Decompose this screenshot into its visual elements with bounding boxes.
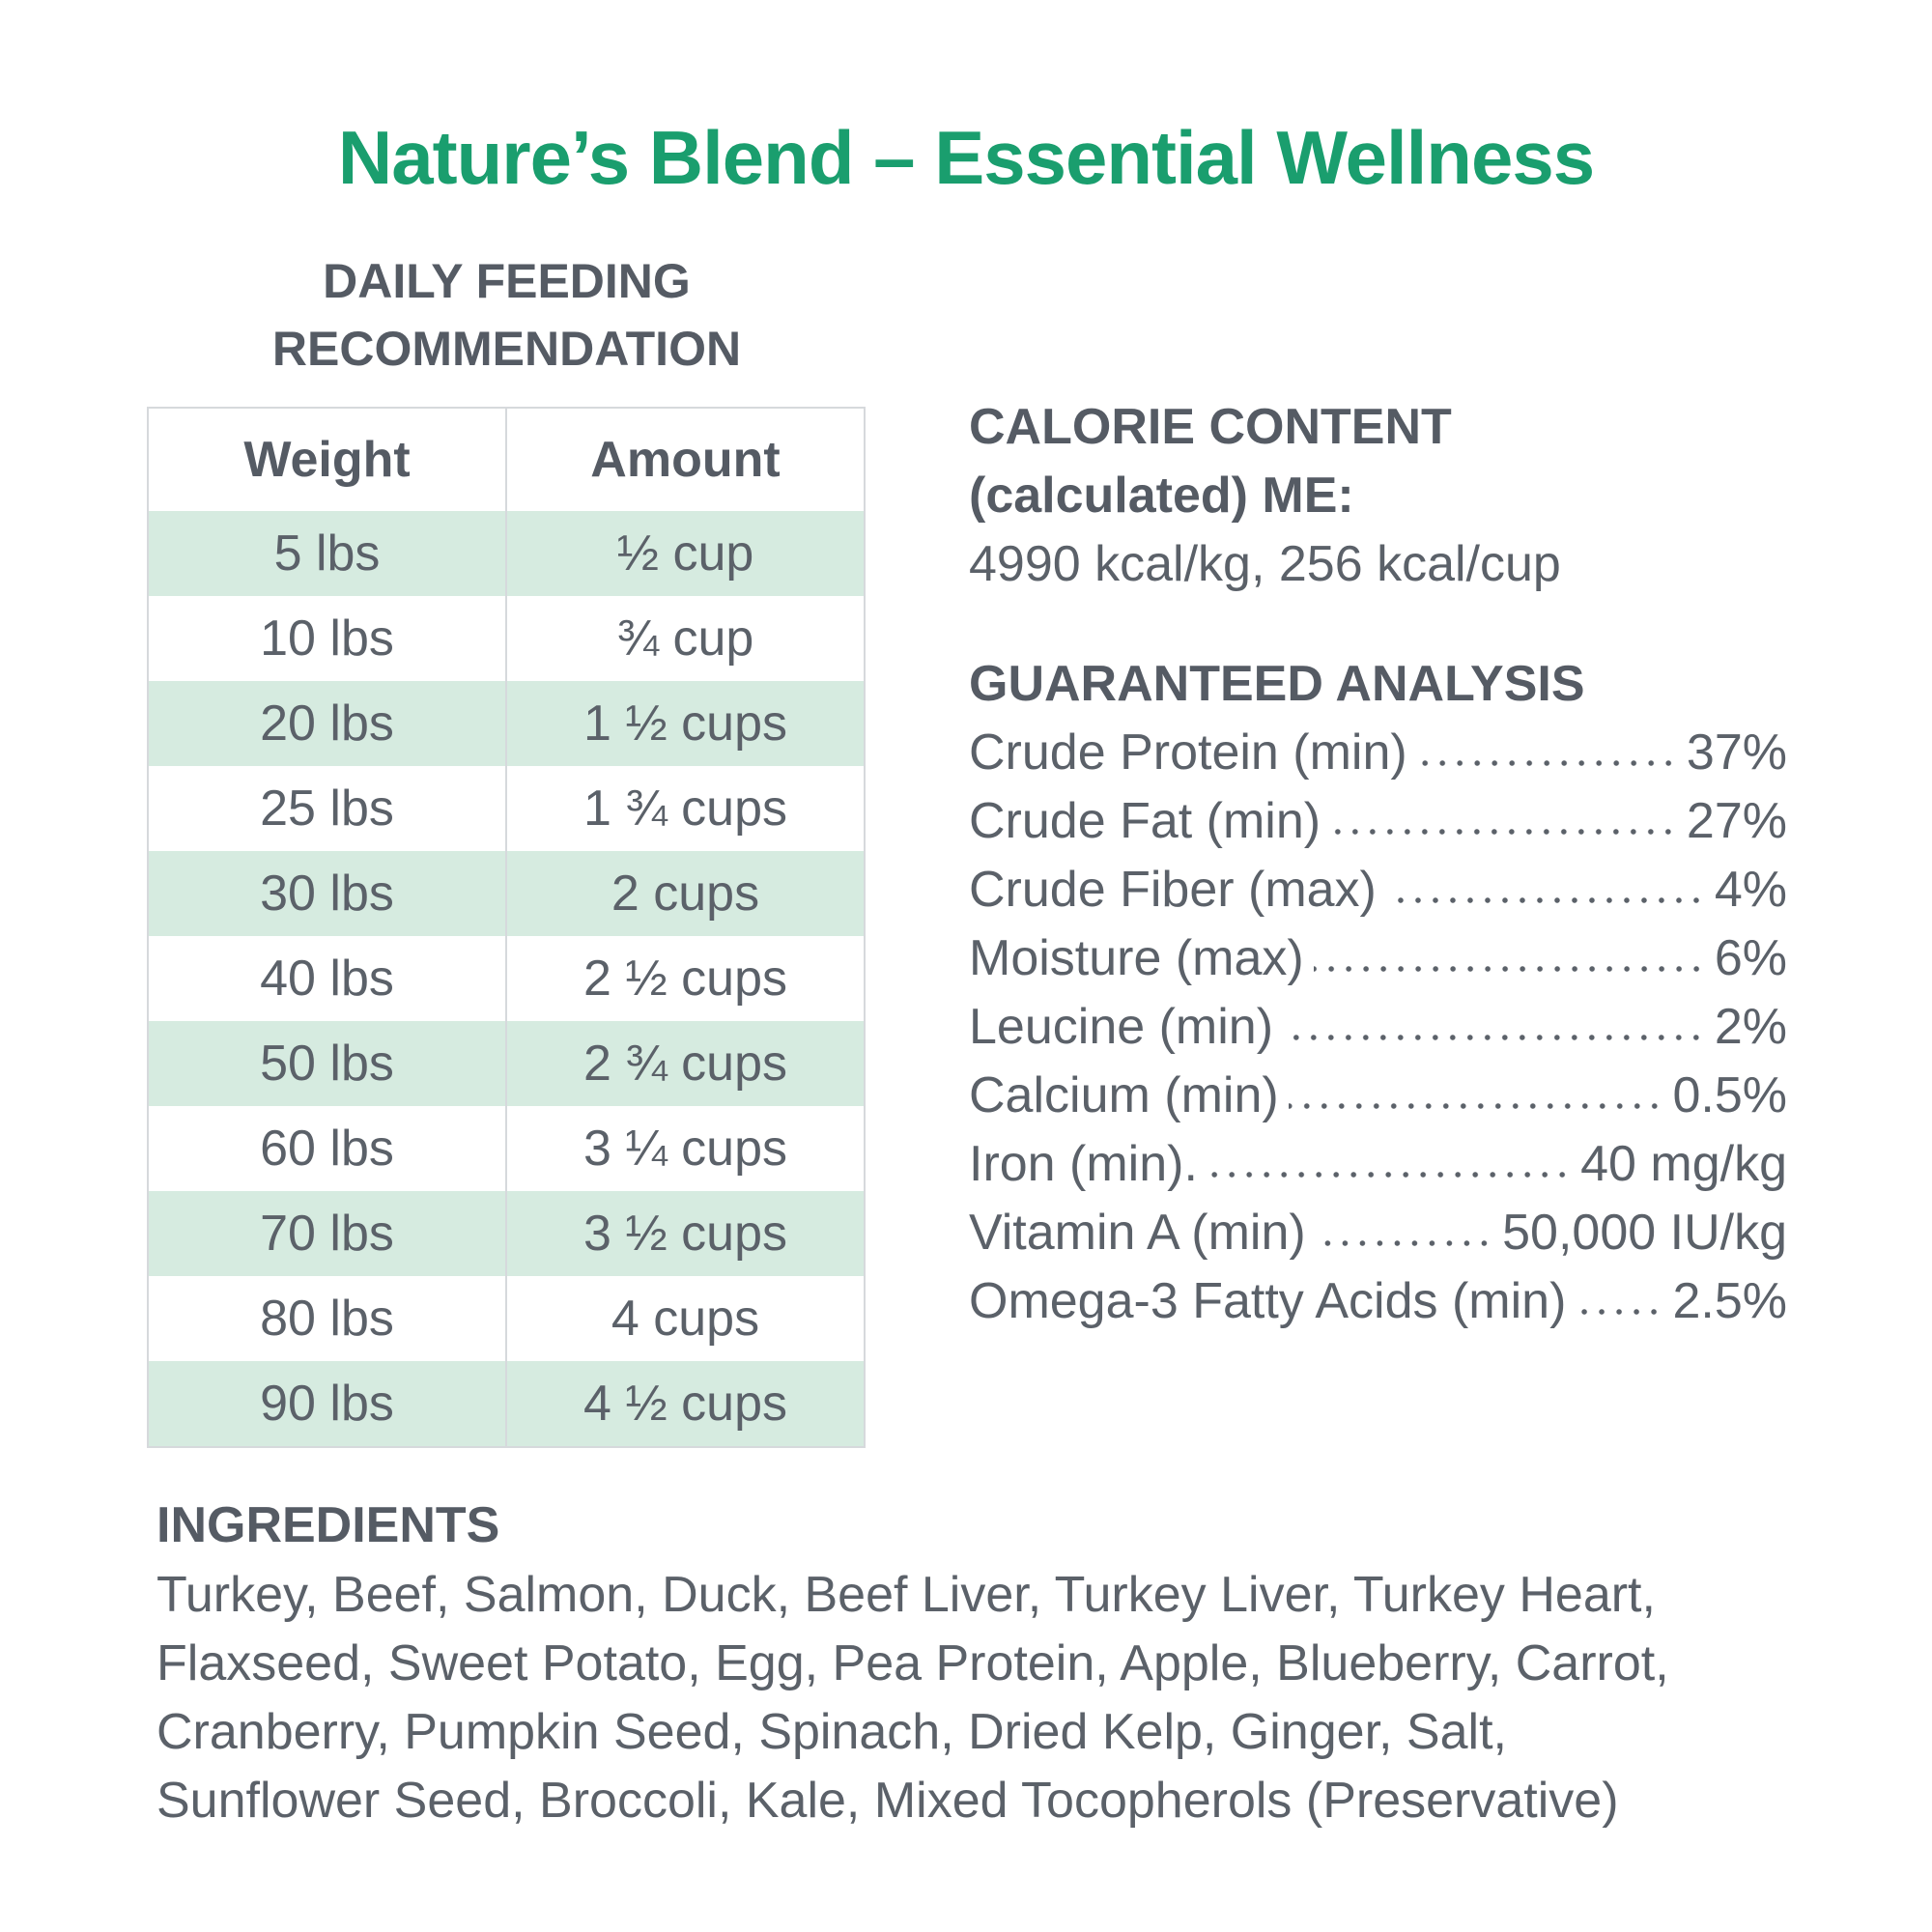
table-cell: 60 lbs [149,1106,507,1191]
table-cell: 20 lbs [149,681,507,766]
analysis-label: Omega-3 Fatty Acids (min) [969,1273,1567,1329]
analysis-value: 0.5% [1672,1067,1787,1123]
analysis-label: Crude Protein (min) [969,724,1407,781]
table-cell: 4 cups [611,1291,760,1347]
leader-dots [1576,1306,1663,1318]
analysis-value: 50,000 IU/kg [1502,1205,1787,1261]
leader-dots [1207,1169,1572,1180]
calorie-value: 4990 kcal/kg, 256 kcal/cup [969,536,1561,592]
table-row: 30 lbs 2 cups [149,851,864,936]
table-cell: 70 lbs [149,1191,507,1276]
analysis-label: Leucine (min) [969,999,1274,1055]
ingredients-line: Sunflower Seed, Broccoli, Kale, Mixed To… [156,1773,1619,1829]
analysis-value: 2% [1714,999,1787,1055]
table-row: 90 lbs 4 ½ cups [149,1361,864,1446]
analysis-row: Vitamin A (min) 50,000 IU/kg [969,1204,1787,1262]
table-cell: ½ cup [616,526,754,582]
table-row: 60 lbs 3 ¼ cups [149,1106,864,1191]
header-cell: Weight [149,409,507,511]
ingredients-line: Flaxseed, Sweet Potato, Egg, Pea Protein… [156,1635,1669,1691]
analysis-label: Crude Fiber (max) [969,862,1377,918]
table-cell: 2 ¾ cups [582,1036,788,1092]
table-row: 25 lbs 1 ¾ cups [149,766,864,851]
analysis-label: Crude Fat (min) [969,793,1321,849]
analysis-row: Iron (min). 40 mg/kg [969,1135,1787,1193]
feeding-heading: DAILY FEEDING [323,254,691,308]
feeding-table: Weight Amount 5 lbs ½ cup 10 lbs ¾ cup 20 lbs 1… [147,407,866,1448]
analysis-label: Moisture (max) [969,930,1304,986]
ingredients-heading: INGREDIENTS [156,1497,500,1553]
analysis-row: Moisture (max) 6% [969,929,1787,987]
table-cell: 10 lbs [149,596,507,681]
analysis-value: 2.5% [1672,1273,1787,1329]
title: Nature’s Blend – Essential Wellness [337,115,1595,200]
table-cell: 2 ½ cups [582,951,788,1007]
table-cell: 40 lbs [149,936,507,1021]
analysis-value: 40 mg/kg [1580,1136,1787,1192]
analysis-label: Calcium (min) [969,1067,1279,1123]
calorie-heading: CALORIE CONTENT [969,399,1452,455]
table-cell: 1 ¾ cups [582,781,788,837]
table-cell: 90 lbs [149,1361,507,1446]
leader-dots [1283,1032,1705,1043]
leader-dots [1385,895,1705,906]
analysis-value: 37% [1686,724,1787,781]
analysis-row: Leucine (min) 2% [969,998,1787,1056]
table-cell: 3 ¼ cups [582,1121,788,1177]
table-cell: 30 lbs [149,851,507,936]
table-row: 50 lbs 2 ¾ cups [149,1021,864,1106]
table-cell: 1 ½ cups [582,696,788,752]
leader-dots [1330,826,1677,838]
table-cell: 50 lbs [149,1021,507,1106]
table-cell: 4 ½ cups [582,1376,788,1432]
table-row: 70 lbs 3 ½ cups [149,1191,864,1276]
table-cell: 3 ½ cups [582,1206,788,1262]
header-cell: Amount [590,432,781,488]
ingredients-line: Turkey, Beef, Salmon, Duck, Beef Liver, … [156,1567,1656,1623]
analysis-value: 6% [1714,930,1787,986]
feeding-heading: RECOMMENDATION [271,322,742,376]
table-cell: 5 lbs [149,511,507,596]
calorie-heading: (calculated) ME: [969,468,1354,524]
leader-dots [1416,757,1677,769]
analysis-label: Vitamin A (min) [969,1205,1306,1261]
table-header: Weight Amount [149,409,864,511]
analysis-row: Crude Fiber (max) 4% [969,861,1787,919]
analysis-label: Iron (min). [969,1136,1198,1192]
analysis-heading: GUARANTEED ANALYSIS [969,656,1585,712]
analysis-row: Calcium (min) 0.5% [969,1066,1787,1124]
table-row: 40 lbs 2 ½ cups [149,936,864,1021]
ingredients-line: Cranberry, Pumpkin Seed, Spinach, Dried … [156,1704,1507,1760]
analysis-value: 4% [1714,862,1787,918]
analysis-row: Omega-3 Fatty Acids (min) 2.5% [969,1272,1787,1330]
leader-dots [1288,1100,1663,1112]
table-row: 5 lbs ½ cup [149,511,864,596]
table-cell: ¾ cup [616,611,754,667]
table-cell: 25 lbs [149,766,507,851]
analysis-row: Crude Fat (min) 27% [969,792,1787,850]
leader-dots [1315,1237,1493,1249]
table-row: 10 lbs ¾ cup [149,596,864,681]
table-cell: 2 cups [611,866,760,922]
leader-dots [1313,963,1705,975]
table-row: 20 lbs 1 ½ cups [149,681,864,766]
table-cell: 80 lbs [149,1276,507,1361]
analysis-value: 27% [1686,793,1787,849]
analysis-row: Crude Protein (min) 37% [969,724,1787,781]
table-row: 80 lbs 4 cups [149,1276,864,1361]
